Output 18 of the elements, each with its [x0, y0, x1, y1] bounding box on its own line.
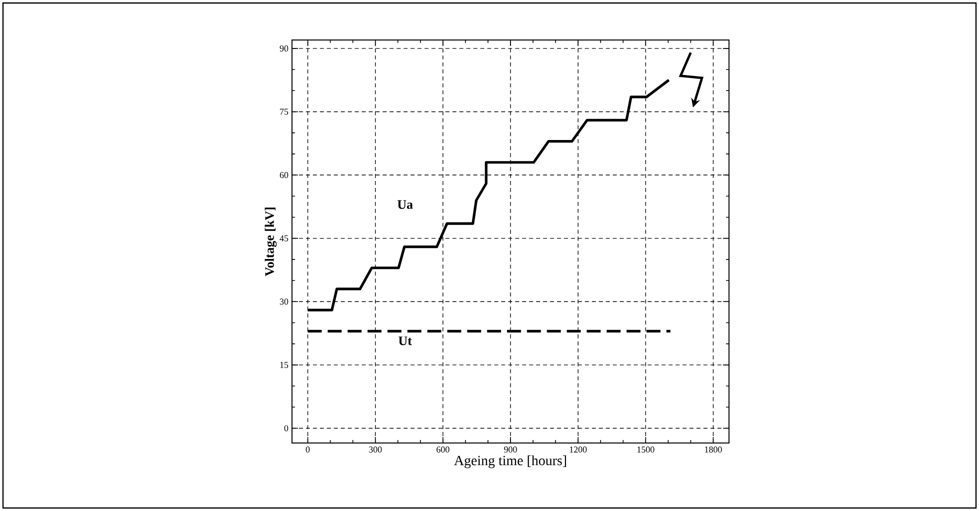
x-tick-label: 900 [504, 446, 517, 453]
x-tick-label: 0 [306, 446, 310, 453]
x-axis-title: Ageing time [hours] [454, 455, 566, 468]
y-tick-label: 0 [284, 425, 288, 432]
text: Ua [398, 200, 413, 209]
y-tick-label: 45 [280, 235, 288, 242]
y-axis-title: Voltage [kV] [264, 208, 277, 276]
x-tick-label: 300 [369, 446, 382, 453]
y-tick-label: 30 [280, 298, 288, 305]
series-label: Ut [398, 336, 412, 346]
x-tick-label: 600 [436, 446, 450, 453]
y-tick-label: 60 [280, 172, 288, 178]
y-tick-label: 75 [280, 108, 288, 115]
x-tick-label: 1500 [637, 446, 654, 453]
y-tick-label: 15 [280, 362, 288, 368]
x-tick-label: 1800 [705, 446, 722, 453]
x-tick-label: 1200 [570, 446, 587, 453]
y-tick-label: 90 [280, 45, 288, 52]
